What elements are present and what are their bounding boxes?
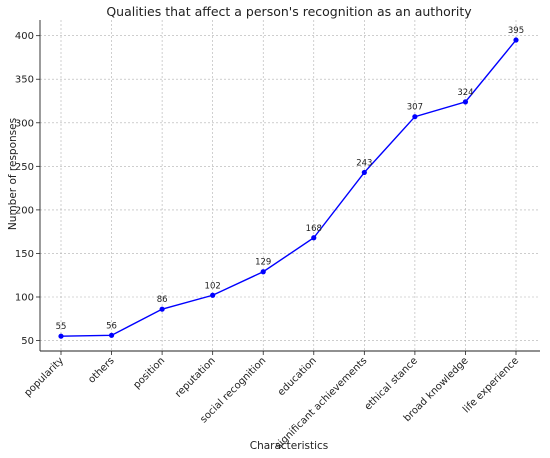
y-axis-ticks: 50 100 150 200 250 300 350 400 [15,31,40,347]
axes [39,20,540,352]
chart-title: Qualities that affect a person's recogni… [106,4,472,19]
data-point [210,292,216,298]
x-axis-title: Characteristics [250,440,329,452]
y-axis-title: Number of responses [7,118,19,230]
y-tick-label: 350 [15,75,34,86]
y-tick-label: 250 [15,162,34,173]
x-tick-label: significant achievements [273,355,369,451]
data-label: 55 [56,322,67,332]
data-label: 395 [508,26,524,36]
data-point [159,306,165,312]
data-point [462,99,469,105]
y-tick-label: 150 [15,249,34,260]
data-label: 324 [457,88,473,98]
x-tick-label: ethical stance [363,355,420,412]
series-line-path [60,39,517,337]
data-label: 129 [255,258,271,268]
x-axis-ticks: popularity others position reputationsocial… [22,351,521,452]
x-tick-label: others [86,355,116,385]
x-tick-label: position [131,355,167,391]
data-label: 56 [106,321,117,331]
data-label: 86 [157,295,168,305]
data-label: 102 [205,281,221,291]
data-label: 243 [356,158,372,168]
data-labels: 55 56 86 102 129 168 243 307 324 395 [56,26,525,332]
y-tick-label: 100 [15,292,34,303]
data-point [108,332,115,338]
y-tick-label: 300 [15,118,34,129]
y-tick-label: 50 [21,336,34,347]
x-tick-label: popularity [22,355,66,399]
grid [40,20,540,351]
data-point [513,37,519,43]
data-point [412,114,418,120]
x-tick-label: life experience [461,355,521,415]
data-label: 307 [407,103,423,113]
data-point [361,169,367,176]
data-point [260,269,266,275]
data-label: 168 [306,224,322,234]
y-tick-label: 400 [15,31,34,42]
data-point [311,235,317,241]
x-tick-label: reputation [173,355,218,400]
series-line [58,37,519,339]
y-tick-label: 200 [15,205,34,216]
data-point [58,333,64,339]
x-tick-label: education [276,355,319,398]
